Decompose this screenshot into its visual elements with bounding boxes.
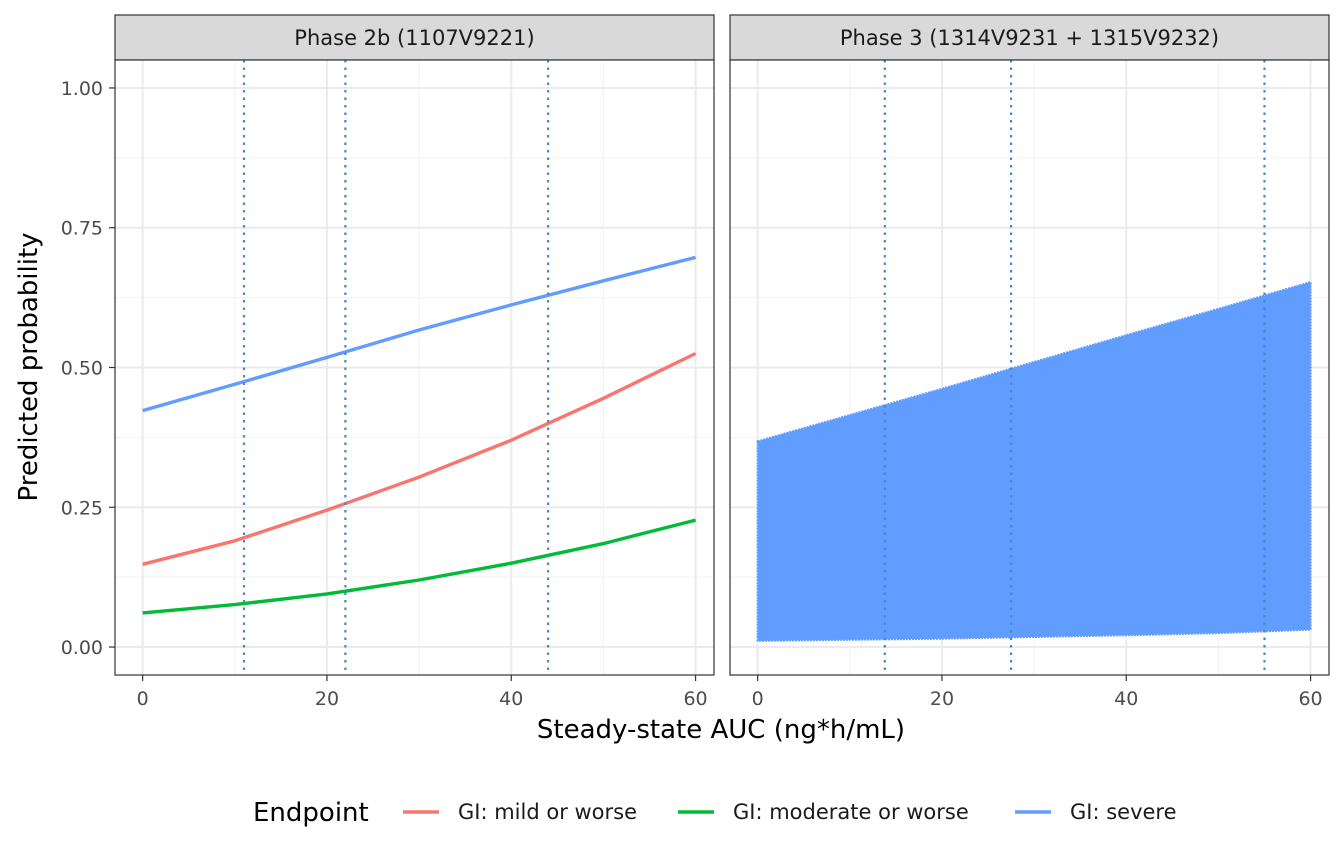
strip-background xyxy=(729,14,1330,61)
x-tick-label: 40 xyxy=(1114,688,1138,710)
panel-2: Phase 3 (1314V9231 + 1315V9232) 0 20 40 60 xyxy=(729,14,1330,710)
y-axis-title: Predicted probability xyxy=(14,232,44,501)
legend-label-3: GI: severe xyxy=(1070,800,1177,824)
panel-border xyxy=(729,59,1330,676)
y-tick-label: 1.00 xyxy=(61,78,103,100)
legend-items: GI: mild or worse GI: moderate or worse GI… xyxy=(403,800,1177,824)
series-line-1 xyxy=(142,351,697,566)
x-axis-title: Steady-state AUC (ng*h/mL) xyxy=(537,715,905,745)
panel-1: Phase 2b (1107V9221) 0 20 40 60 0.00 0.25 0.50 0… xyxy=(61,14,715,710)
legend-title: Endpoint xyxy=(253,798,369,828)
x-tick-label: 20 xyxy=(315,688,339,710)
x-tick-label: 60 xyxy=(1298,688,1322,710)
x-tick-label: 0 xyxy=(752,688,764,710)
panels-layer: Phase 2b (1107V9221) 0 20 40 60 0.00 0.25 0.50 0… xyxy=(61,14,1330,710)
ribbon-severe xyxy=(756,280,1312,642)
x-tick-label: 60 xyxy=(683,688,707,710)
series-line-2 xyxy=(142,518,697,615)
y-tick-label: 0.00 xyxy=(61,637,103,659)
x-tick-label: 20 xyxy=(930,688,954,710)
y-tick-label: 0.50 xyxy=(61,358,103,380)
legend-label-1: GI: mild or worse xyxy=(458,800,637,824)
y-tick-label: 0.25 xyxy=(61,497,103,519)
strip-background xyxy=(114,14,715,61)
strip-label: Phase 3 (1314V9231 + 1315V9232) xyxy=(840,26,1219,50)
series-line-3 xyxy=(142,255,697,413)
y-tick-label: 0.75 xyxy=(61,218,103,240)
legend-label-2: GI: moderate or worse xyxy=(733,800,969,824)
strip-label: Phase 2b (1107V9221) xyxy=(294,26,534,50)
x-tick-label: 0 xyxy=(137,688,149,710)
x-tick-label: 40 xyxy=(499,688,523,710)
legend: Endpoint GI: mild or worse GI: moderate o… xyxy=(253,798,1177,828)
